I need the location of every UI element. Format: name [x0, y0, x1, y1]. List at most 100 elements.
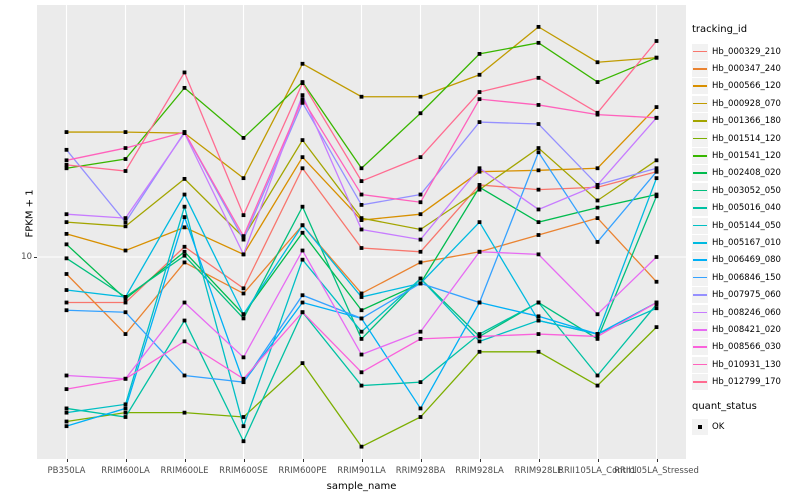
x-tick-mark: [302, 459, 304, 462]
legend-key-swatch: [692, 113, 708, 130]
legend-entry-label: Hb_005144_050: [712, 220, 781, 231]
data-point: [241, 136, 246, 140]
data-point: [477, 52, 482, 56]
data-point: [359, 218, 364, 223]
data-point: [654, 306, 659, 311]
data-point: [359, 166, 364, 171]
data-point: [182, 318, 187, 323]
data-point: [595, 383, 600, 388]
x-tick-mark: [243, 459, 245, 462]
data-point: [595, 110, 600, 115]
x-tick-mark: [125, 459, 127, 462]
data-point: [477, 249, 482, 254]
data-point: [241, 439, 246, 444]
legend-key-swatch: [692, 43, 708, 60]
data-point: [241, 234, 246, 239]
data-point: [123, 410, 128, 415]
legend-entry-label: Hb_001541_120: [712, 151, 781, 162]
data-point: [418, 155, 423, 160]
x-tick-mark: [66, 459, 68, 462]
legend-entry-label: Hb_000347_240: [712, 64, 781, 75]
data-point: [64, 220, 69, 225]
legend-key-line: [693, 381, 707, 383]
data-point: [418, 415, 423, 419]
data-point: [477, 97, 482, 102]
data-point: [595, 185, 600, 190]
legend-entry: Hb_010931_130: [692, 356, 800, 373]
data-point: [182, 373, 187, 378]
legend-entry: Hb_000347_240: [692, 60, 800, 78]
data-point: [182, 260, 187, 265]
legend: tracking_id Hb_000329_210 Hb_000347_240 Hb…: [692, 24, 800, 435]
legend-entry-label: Hb_005016_040: [712, 203, 781, 214]
legend-key-swatch: [692, 234, 708, 251]
legend-entry-label: Hb_002408_020: [712, 168, 781, 179]
data-point: [477, 169, 482, 174]
legend-key-swatch: [692, 374, 708, 391]
legend-key-line: [693, 311, 707, 314]
data-point: [182, 215, 187, 220]
legend-key-swatch: [692, 304, 708, 321]
data-point: [182, 204, 187, 209]
data-point: [300, 230, 305, 235]
data-point: [595, 183, 600, 187]
legend-entry-label: Hb_006846_150: [712, 272, 781, 283]
data-point: [64, 231, 69, 236]
legend-entry-label: Hb_001514_120: [712, 133, 781, 144]
data-point: [241, 376, 246, 381]
data-point: [418, 406, 423, 411]
data-point: [359, 179, 364, 184]
data-point: [64, 272, 69, 276]
data-point: [536, 349, 541, 354]
legend-entry: Hb_001541_120: [692, 147, 800, 165]
legend-key-line: [693, 102, 707, 105]
data-point: [477, 220, 482, 225]
data-point: [654, 279, 659, 284]
x-tick-label: RRIM600LE: [160, 466, 209, 476]
legend-key-swatch: [692, 78, 708, 95]
data-point: [595, 240, 600, 244]
data-point: [182, 225, 187, 230]
data-point: [536, 168, 541, 173]
data-point: [300, 81, 305, 86]
x-tick-mark: [538, 459, 540, 462]
legend-key-swatch: [692, 200, 708, 217]
legend-key-line: [693, 224, 707, 227]
y-tick-label: 10: [21, 252, 32, 262]
legend-entry: Hb_005016_040: [692, 200, 800, 217]
data-point: [241, 355, 246, 360]
data-point: [654, 255, 659, 259]
data-point: [182, 176, 187, 181]
legend-key-line: [693, 137, 707, 140]
x-tick-mark: [184, 459, 186, 462]
legend-entry-label: Hb_000566_120: [712, 81, 781, 92]
data-point: [359, 246, 364, 250]
data-point: [241, 415, 246, 419]
data-point: [536, 207, 541, 212]
legend-key-line: [693, 155, 707, 157]
legend-entry: Hb_005167_010: [692, 234, 800, 251]
legend-entry-label: Hb_012799_170: [712, 377, 781, 388]
data-point: [654, 166, 659, 171]
legend-key-line: [693, 241, 707, 244]
data-point: [64, 130, 69, 134]
data-point: [123, 248, 128, 253]
data-point: [64, 373, 69, 378]
data-point: [123, 300, 128, 305]
data-point: [241, 286, 246, 291]
legend-entry-label: Hb_003052_050: [712, 185, 781, 196]
data-point: [418, 276, 423, 281]
data-point: [418, 227, 423, 232]
data-point: [359, 295, 364, 299]
plot-panel: [37, 5, 686, 459]
data-point: [300, 300, 305, 305]
data-point: [241, 213, 246, 218]
data-point: [300, 61, 305, 66]
data-point: [300, 257, 305, 262]
legend-key-line: [693, 189, 707, 192]
data-point: [359, 444, 364, 449]
data-point: [477, 349, 482, 354]
legend-entry: Hb_001514_120: [692, 130, 800, 147]
data-point: [418, 212, 423, 217]
data-point: [359, 370, 364, 375]
